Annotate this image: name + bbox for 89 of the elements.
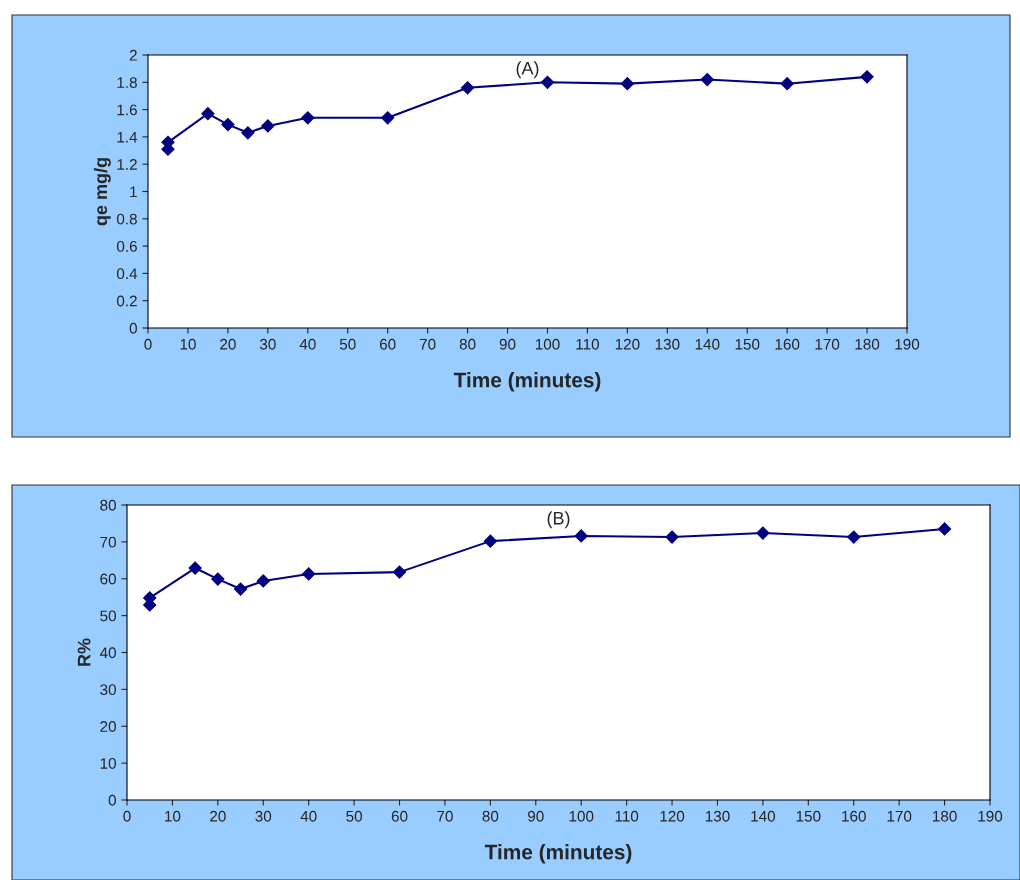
x-tick-label: 40 [299, 338, 316, 350]
x-tick-label: 160 [775, 338, 800, 350]
y-tick-label: 0.2 [116, 295, 137, 307]
y-tick-label: 40 [99, 647, 116, 659]
chart-title: (B) [547, 511, 570, 529]
y-tick-label: 2 [129, 49, 137, 61]
point [201, 107, 215, 121]
x-tick-label: 100 [569, 810, 594, 822]
point [392, 565, 407, 579]
y-tick-label: 1.6 [117, 104, 137, 116]
point [700, 72, 714, 87]
point [302, 567, 316, 581]
x-tick-label: 150 [735, 338, 760, 350]
y-tick-label: 0.4 [116, 268, 138, 280]
x-tick-label: 170 [887, 810, 912, 822]
x-tick-label: 20 [220, 338, 236, 350]
point [483, 534, 497, 548]
point [780, 77, 794, 91]
x-tick-label: 60 [379, 338, 396, 350]
point [620, 77, 634, 91]
y-tick-label: 1.4 [117, 131, 138, 143]
x-tick-label: 110 [615, 810, 639, 822]
point [540, 75, 555, 89]
point [221, 118, 235, 132]
x-tick-label: 90 [528, 810, 544, 822]
y-tick-label: 0 [108, 794, 116, 806]
x-tick-label: 80 [459, 338, 476, 350]
x-tick-label: 30 [259, 338, 276, 350]
point [756, 526, 770, 540]
point [301, 111, 315, 125]
y-tick-label: 70 [100, 536, 116, 548]
x-tick-label: 190 [895, 338, 920, 350]
y-tick-label: 0.8 [116, 213, 137, 225]
y-tick-label: 10 [100, 757, 116, 769]
x-tick-label: 160 [842, 810, 866, 822]
y-tick-label: 0 [129, 322, 137, 334]
x-tick-label: 140 [751, 810, 776, 822]
y-tick-label: 1 [130, 186, 137, 198]
x-tick-label: 180 [933, 810, 957, 822]
x-axis-title: Time (minutes) [484, 844, 632, 864]
point [261, 119, 275, 133]
point [460, 81, 475, 95]
y-tick-label: 30 [100, 684, 116, 696]
y-axis-title: qe mg/g [93, 158, 111, 226]
x-tick-label: 150 [796, 810, 821, 822]
chart-title: (A) [516, 61, 539, 79]
x-tick-label: 100 [535, 338, 560, 350]
x-tick-label: 170 [815, 338, 840, 350]
y-tick-label: 1.2 [117, 159, 137, 170]
x-tick-label: 70 [437, 810, 453, 822]
point [381, 111, 395, 125]
point [256, 574, 270, 588]
x-tick-label: 60 [391, 810, 408, 822]
x-tick-label: 140 [695, 338, 720, 350]
point [233, 582, 248, 596]
x-tick-label: 0 [144, 338, 152, 350]
x-tick-label: 50 [339, 338, 356, 350]
point [860, 70, 874, 84]
point [847, 530, 861, 544]
y-tick-label: 50 [100, 610, 116, 622]
x-tick-label: 130 [655, 338, 680, 350]
point [665, 530, 679, 544]
x-tick-label: 20 [210, 810, 226, 822]
y-tick-label: 0.6 [116, 240, 137, 252]
y-axis-title: R% [77, 638, 91, 666]
point [574, 529, 588, 543]
point [241, 126, 255, 140]
y-tick-label: 20 [100, 721, 116, 732]
x-tick-label: 10 [180, 338, 196, 350]
y-tick-label: 80 [100, 499, 116, 511]
y-tick-label: 1.8 [117, 77, 137, 88]
x-tick-label: 90 [499, 338, 516, 350]
x-tick-label: 120 [615, 338, 640, 350]
x-tick-label: 80 [482, 810, 499, 822]
x-tick-label: 120 [660, 810, 685, 822]
x-tick-label: 40 [300, 810, 317, 822]
point [211, 572, 225, 586]
x-tick-label: 110 [576, 338, 600, 350]
x-tick-label: 70 [419, 338, 436, 350]
x-tick-label: 180 [855, 338, 880, 350]
y-tick-label: 60 [100, 573, 116, 585]
x-tick-label: 50 [346, 810, 363, 822]
x-tick-label: 190 [978, 810, 1003, 822]
x-axis-title: Time (minutes) [453, 372, 601, 392]
x-tick-label: 10 [165, 810, 181, 822]
x-tick-label: 30 [255, 810, 272, 822]
x-tick-label: 130 [705, 810, 730, 822]
point [188, 561, 202, 575]
point [937, 522, 952, 536]
